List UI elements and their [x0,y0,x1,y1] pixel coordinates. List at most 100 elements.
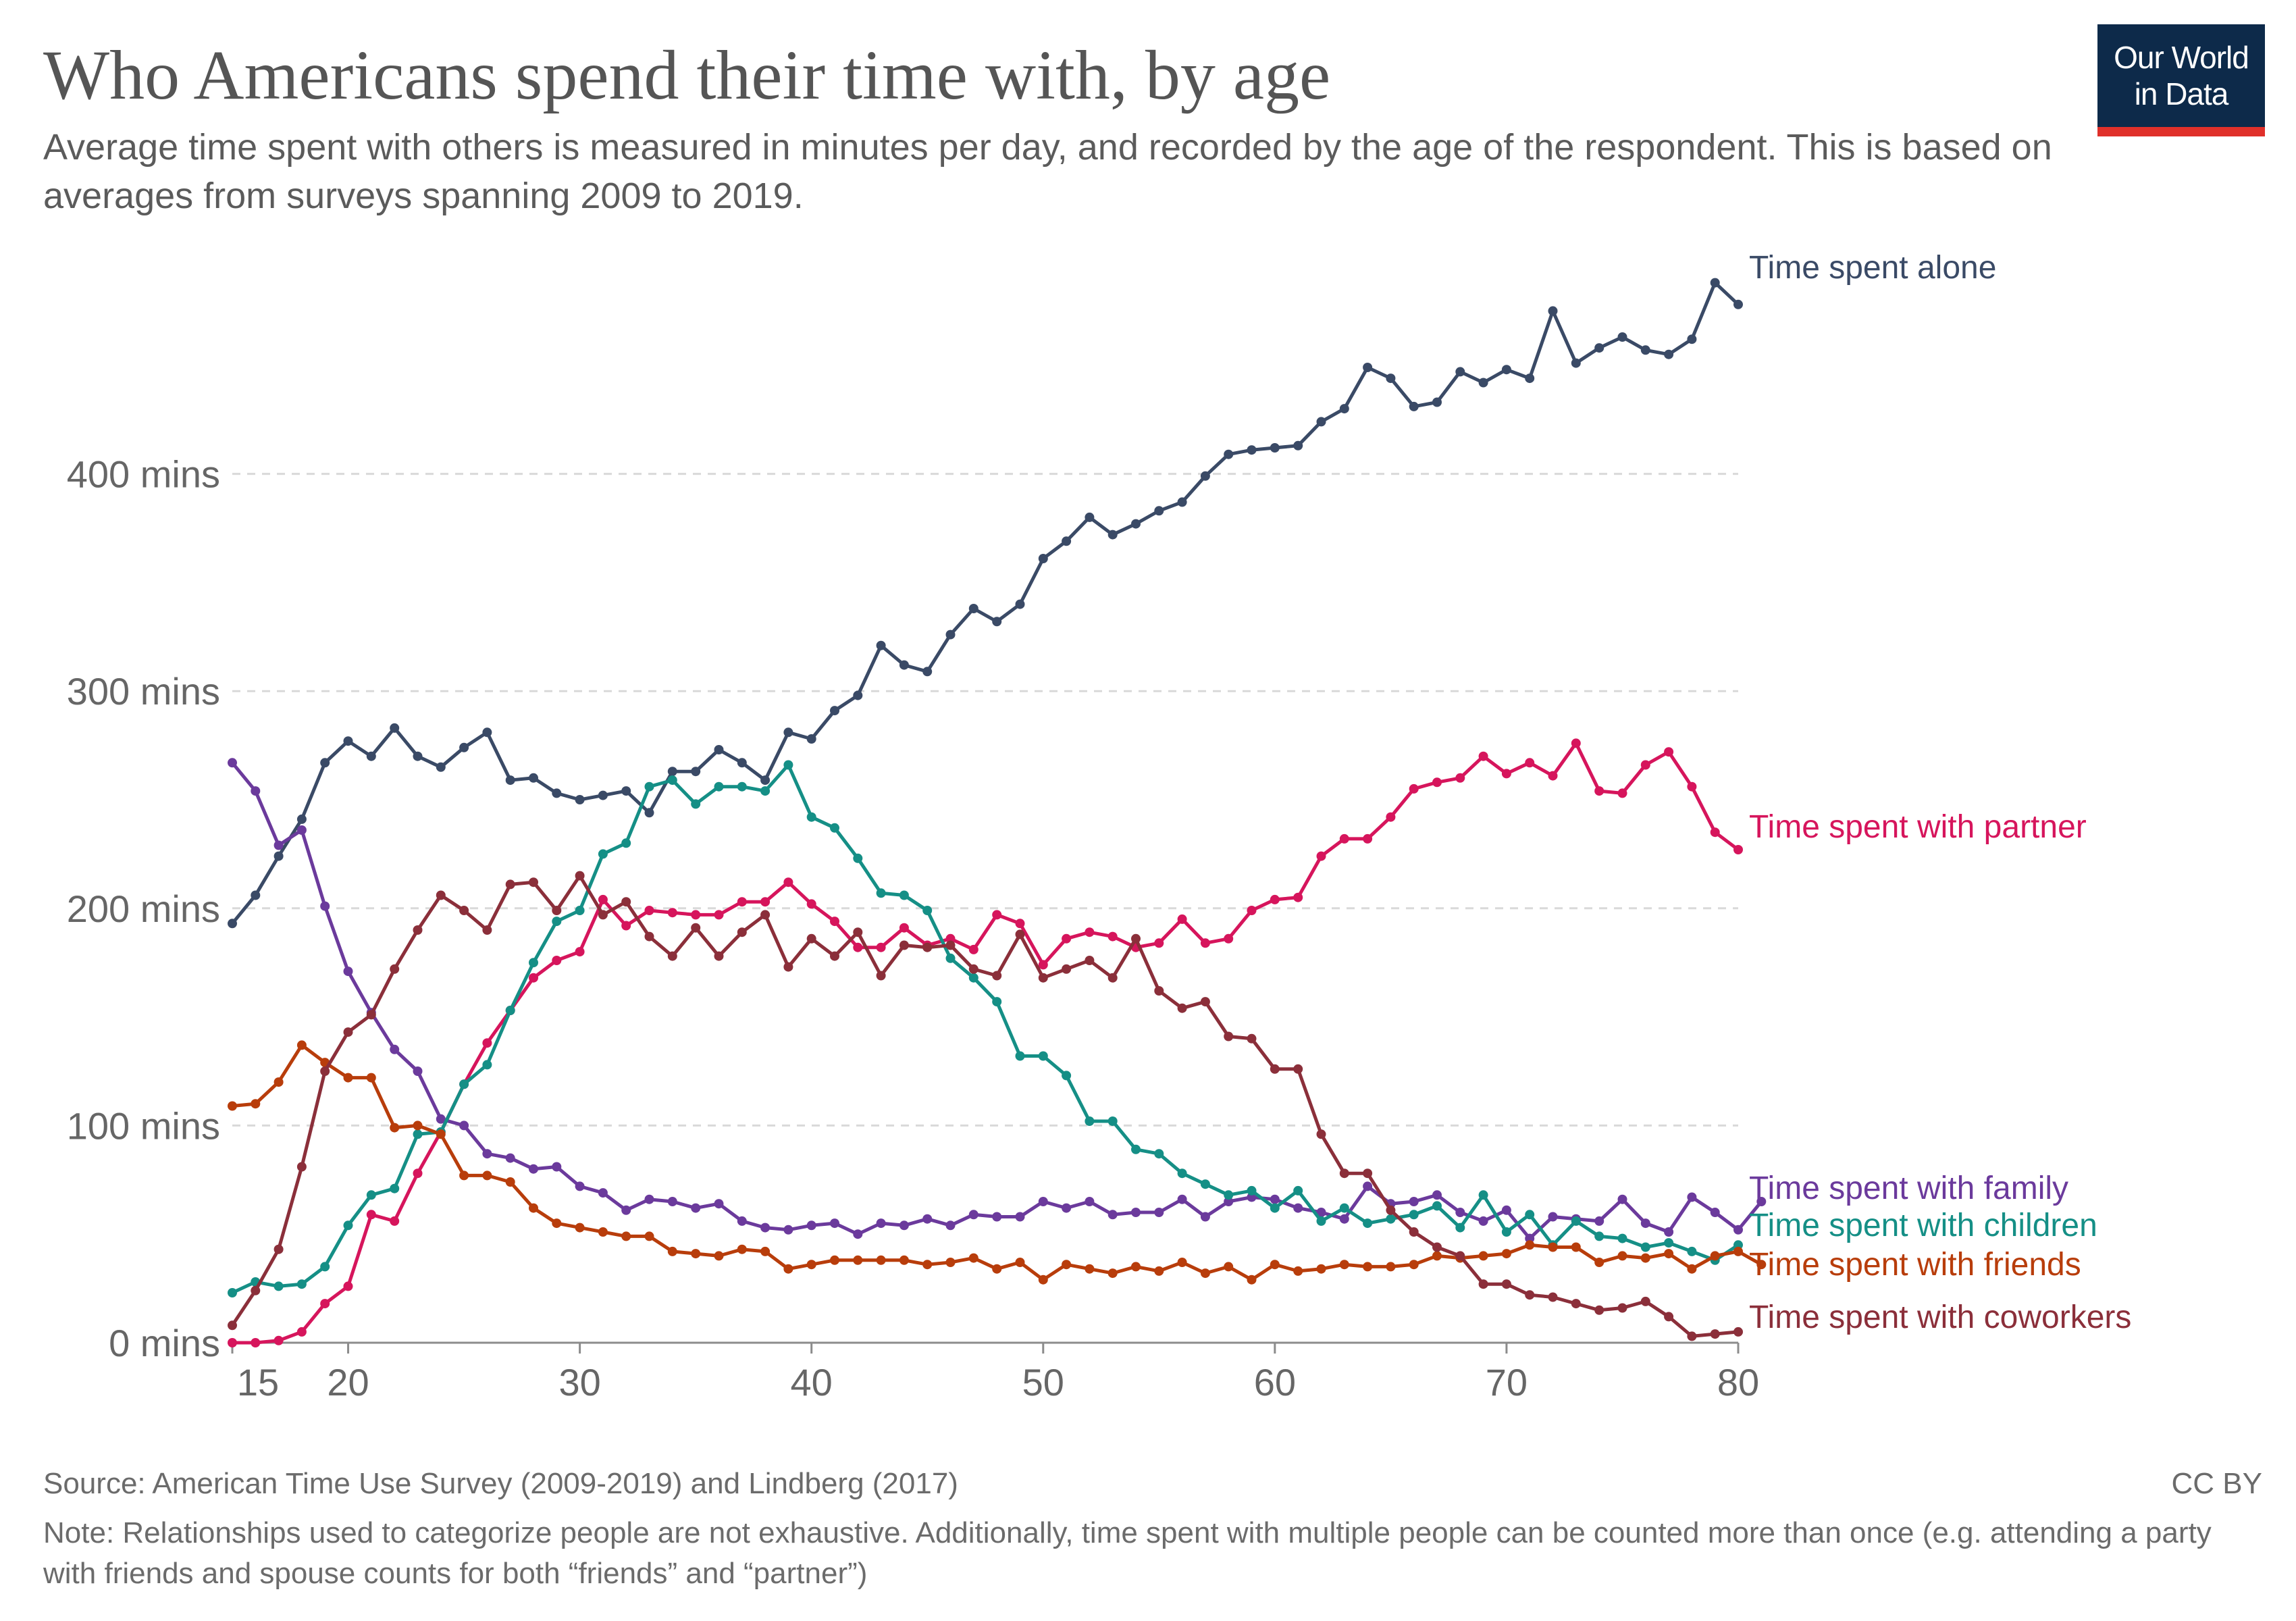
data-point[interactable] [598,1227,608,1237]
data-point[interactable] [876,942,886,952]
data-point[interactable] [273,1077,284,1087]
data-point[interactable] [1015,1212,1025,1222]
data-point[interactable] [1687,1192,1697,1202]
data-point[interactable] [714,781,724,792]
data-point[interactable] [876,971,886,981]
data-point[interactable] [667,767,677,777]
data-point[interactable] [296,1162,307,1172]
data-point[interactable] [1131,1208,1141,1217]
data-point[interactable] [1131,519,1141,529]
data-point[interactable] [1548,306,1558,316]
data-point[interactable] [1617,332,1627,342]
data-point[interactable] [1640,1253,1650,1263]
data-point[interactable] [853,853,863,863]
data-point[interactable] [251,1338,261,1347]
data-point[interactable] [1409,401,1419,411]
data-point[interactable] [505,1177,515,1187]
data-point[interactable] [390,1044,400,1054]
data-point[interactable] [366,751,376,761]
data-point[interactable] [482,1038,492,1048]
data-point[interactable] [343,736,353,746]
data-point[interactable] [1293,892,1303,902]
data-point[interactable] [529,973,538,983]
data-point[interactable] [1247,1275,1257,1285]
data-point[interactable] [992,617,1002,627]
data-point[interactable] [1432,1242,1442,1252]
data-point[interactable] [228,1338,237,1347]
data-point[interactable] [251,1285,261,1295]
data-point[interactable] [390,964,400,974]
data-point[interactable] [1571,358,1581,368]
data-point[interactable] [968,1253,979,1263]
data-point[interactable] [1154,1208,1164,1217]
data-point[interactable] [366,1073,376,1083]
data-point[interactable] [691,799,701,809]
data-point[interactable] [691,767,701,777]
data-point[interactable] [413,1168,423,1179]
data-point[interactable] [691,923,701,933]
data-point[interactable] [644,1231,654,1241]
data-point[interactable] [992,1264,1002,1274]
data-point[interactable] [228,1101,237,1111]
data-point[interactable] [1316,1216,1326,1226]
data-point[interactable] [390,1183,400,1193]
data-point[interactable] [1154,1149,1164,1159]
data-point[interactable] [1664,1249,1674,1259]
data-point[interactable] [621,1231,631,1241]
data-point[interactable] [853,1229,863,1239]
owid-logo[interactable]: Our World in Data [2097,24,2265,136]
data-point[interactable] [783,727,793,738]
data-point[interactable] [714,951,724,961]
data-point[interactable] [529,1164,538,1174]
data-point[interactable] [1224,933,1234,944]
data-point[interactable] [644,1194,654,1204]
data-point[interactable] [390,1216,400,1226]
data-point[interactable] [737,1216,747,1226]
data-point[interactable] [575,1181,585,1191]
data-point[interactable] [1270,1203,1280,1213]
data-point[interactable] [1316,851,1326,861]
data-point[interactable] [1640,760,1650,770]
data-point[interactable] [1409,1260,1419,1270]
data-point[interactable] [1200,1179,1210,1189]
data-point[interactable] [876,640,886,650]
data-point[interactable] [806,812,816,822]
data-point[interactable] [459,1170,469,1181]
data-point[interactable] [505,879,515,890]
data-point[interactable] [1062,964,1072,974]
data-point[interactable] [552,788,562,798]
data-point[interactable] [1664,747,1674,757]
data-point[interactable] [1664,349,1674,359]
data-point[interactable] [273,851,284,861]
data-point[interactable] [1386,1214,1396,1224]
data-point[interactable] [1107,973,1118,983]
data-point[interactable] [1501,1205,1511,1215]
data-point[interactable] [1501,1249,1511,1259]
data-point[interactable] [1594,1216,1604,1226]
data-point[interactable] [737,927,747,937]
data-point[interactable] [1363,1181,1373,1191]
data-point[interactable] [945,1220,956,1231]
series-time-spent-with-coworkers[interactable] [228,871,1743,1341]
data-point[interactable] [1733,1225,1743,1235]
data-point[interactable] [296,1040,307,1050]
data-point[interactable] [830,917,839,927]
data-point[interactable] [1710,1208,1720,1217]
data-point[interactable] [1062,1071,1072,1081]
data-point[interactable] [783,877,793,887]
data-point[interactable] [1455,1223,1465,1233]
data-point[interactable] [1687,1331,1697,1341]
data-point[interactable] [1270,894,1280,904]
data-point[interactable] [459,1121,469,1131]
data-point[interactable] [529,877,538,887]
data-point[interactable] [1177,1003,1187,1013]
data-point[interactable] [1710,278,1720,288]
data-point[interactable] [552,1162,562,1172]
data-point[interactable] [529,1203,538,1213]
series-line[interactable] [231,281,1740,925]
data-point[interactable] [667,1246,677,1256]
data-point[interactable] [691,1203,701,1213]
data-point[interactable] [1409,1197,1419,1206]
data-point[interactable] [1224,1197,1234,1206]
data-point[interactable] [366,1210,376,1220]
